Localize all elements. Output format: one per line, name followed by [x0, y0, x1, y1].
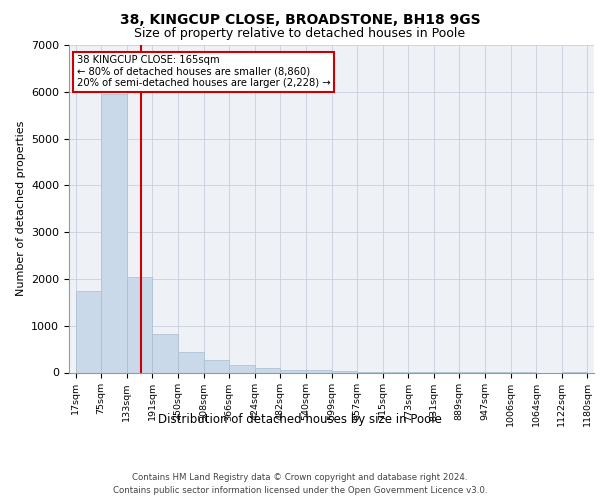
Bar	[229, 365, 255, 372]
Bar	[306, 370, 332, 372]
Bar	[152, 334, 178, 372]
Bar	[101, 94, 127, 372]
Bar	[203, 360, 229, 372]
Y-axis label: Number of detached properties: Number of detached properties	[16, 121, 26, 296]
Bar	[178, 352, 203, 372]
Text: Distribution of detached houses by size in Poole: Distribution of detached houses by size …	[158, 412, 442, 426]
Bar	[76, 290, 101, 372]
Text: 38 KINGCUP CLOSE: 165sqm
← 80% of detached houses are smaller (8,860)
20% of sem: 38 KINGCUP CLOSE: 165sqm ← 80% of detach…	[77, 56, 331, 88]
Bar	[280, 370, 306, 372]
Bar	[127, 276, 152, 372]
Text: 38, KINGCUP CLOSE, BROADSTONE, BH18 9GS: 38, KINGCUP CLOSE, BROADSTONE, BH18 9GS	[119, 12, 481, 26]
Text: Contains public sector information licensed under the Open Government Licence v3: Contains public sector information licen…	[113, 486, 487, 495]
Text: Contains HM Land Registry data © Crown copyright and database right 2024.: Contains HM Land Registry data © Crown c…	[132, 472, 468, 482]
Bar	[332, 371, 357, 372]
Text: Size of property relative to detached houses in Poole: Size of property relative to detached ho…	[134, 28, 466, 40]
Bar	[255, 368, 280, 372]
